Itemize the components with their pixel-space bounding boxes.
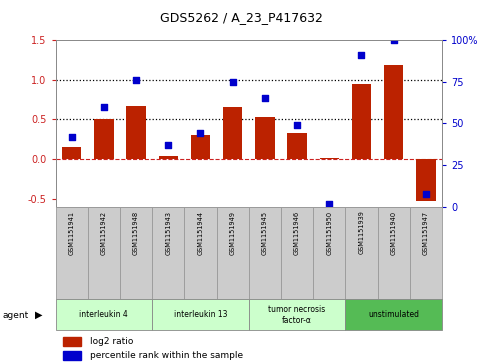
Text: ▶: ▶ — [35, 310, 43, 320]
Bar — [416, 159, 436, 201]
Text: GSM1151940: GSM1151940 — [391, 211, 397, 255]
Bar — [191, 135, 210, 159]
Text: GSM1151944: GSM1151944 — [198, 211, 203, 255]
Point — [357, 52, 365, 58]
FancyBboxPatch shape — [249, 299, 345, 330]
FancyBboxPatch shape — [345, 207, 378, 299]
Point — [100, 104, 108, 110]
Text: GSM1151947: GSM1151947 — [423, 211, 429, 255]
Bar — [287, 133, 307, 159]
Bar — [127, 106, 146, 159]
Text: interleukin 13: interleukin 13 — [174, 310, 227, 319]
Text: GSM1151943: GSM1151943 — [165, 211, 171, 254]
Text: GSM1151946: GSM1151946 — [294, 211, 300, 255]
Point — [229, 79, 237, 85]
Text: GSM1151950: GSM1151950 — [326, 211, 332, 255]
Bar — [352, 83, 371, 159]
FancyBboxPatch shape — [410, 207, 442, 299]
Point — [422, 191, 430, 196]
Point — [390, 37, 398, 43]
FancyBboxPatch shape — [378, 207, 410, 299]
Point — [164, 142, 172, 148]
FancyBboxPatch shape — [281, 207, 313, 299]
FancyBboxPatch shape — [313, 207, 345, 299]
Text: GSM1151939: GSM1151939 — [358, 211, 365, 254]
Bar — [158, 156, 178, 159]
Point — [261, 95, 269, 101]
Text: GDS5262 / A_23_P417632: GDS5262 / A_23_P417632 — [160, 11, 323, 24]
Bar — [320, 158, 339, 159]
Bar — [63, 351, 81, 360]
Text: GSM1151945: GSM1151945 — [262, 211, 268, 255]
Text: agent: agent — [2, 311, 28, 319]
Point — [68, 134, 75, 140]
FancyBboxPatch shape — [56, 207, 88, 299]
Point — [293, 122, 301, 128]
Point — [197, 131, 204, 136]
FancyBboxPatch shape — [249, 207, 281, 299]
Point — [326, 201, 333, 207]
Text: unstimulated: unstimulated — [368, 310, 419, 319]
Bar — [62, 147, 81, 159]
FancyBboxPatch shape — [120, 207, 152, 299]
FancyBboxPatch shape — [56, 299, 152, 330]
Point — [132, 77, 140, 83]
Bar — [94, 119, 114, 159]
Text: GSM1151942: GSM1151942 — [101, 211, 107, 255]
Text: GSM1151949: GSM1151949 — [229, 211, 236, 254]
FancyBboxPatch shape — [152, 207, 185, 299]
Text: interleukin 4: interleukin 4 — [80, 310, 128, 319]
FancyBboxPatch shape — [216, 207, 249, 299]
FancyBboxPatch shape — [88, 207, 120, 299]
Bar — [384, 65, 403, 159]
FancyBboxPatch shape — [152, 299, 249, 330]
Text: GSM1151948: GSM1151948 — [133, 211, 139, 255]
Bar — [255, 117, 274, 159]
Bar — [223, 107, 242, 159]
Text: log2 ratio: log2 ratio — [90, 337, 134, 346]
Text: GSM1151941: GSM1151941 — [69, 211, 75, 254]
FancyBboxPatch shape — [185, 207, 216, 299]
Text: tumor necrosis
factor-α: tumor necrosis factor-α — [269, 305, 326, 325]
Text: percentile rank within the sample: percentile rank within the sample — [90, 351, 243, 360]
FancyBboxPatch shape — [345, 299, 442, 330]
Bar — [63, 337, 81, 346]
